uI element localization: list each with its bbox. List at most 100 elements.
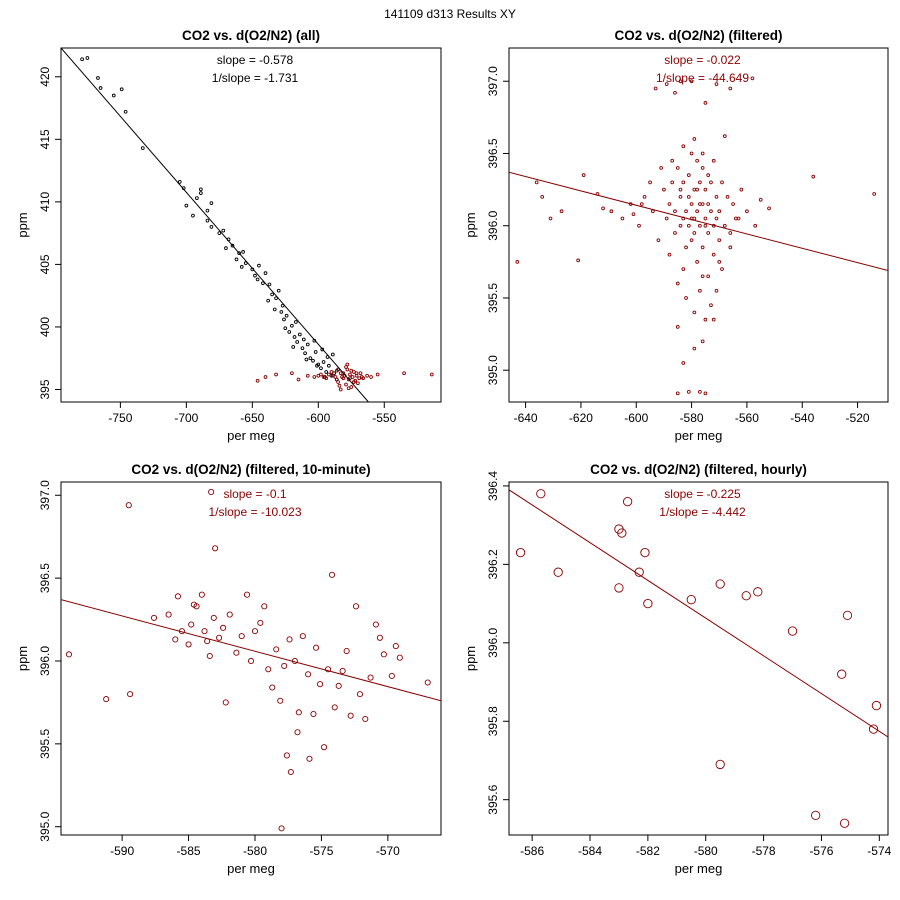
data-point-all bbox=[217, 231, 222, 235]
data-point-10-minute bbox=[328, 571, 336, 578]
data-point-filtered bbox=[739, 187, 744, 192]
data-point-10-minute bbox=[424, 679, 431, 686]
data-point-filtered bbox=[767, 206, 771, 211]
data-point-all bbox=[292, 335, 297, 339]
panel-title: CO2 vs. d(O2/N2) (filtered, 10-minute) bbox=[131, 462, 370, 477]
data-point-all bbox=[209, 201, 214, 205]
inverse-slope-annotation: 1/slope = -1.731 bbox=[212, 71, 299, 85]
data-point-filtered bbox=[714, 194, 719, 199]
y-tick-label: 405 bbox=[38, 254, 52, 274]
x-tick-label: -578 bbox=[752, 844, 776, 858]
data-point-filtered bbox=[642, 194, 647, 199]
data-point-10-minute bbox=[295, 709, 302, 716]
data-point-10-minute bbox=[313, 644, 320, 651]
data-point-10-minute bbox=[172, 636, 179, 643]
data-point-hourly bbox=[515, 547, 526, 558]
data-point-10-minute bbox=[372, 621, 379, 628]
data-point-all bbox=[230, 243, 235, 248]
data-point-filtered bbox=[728, 245, 733, 250]
data-point-all bbox=[300, 346, 305, 351]
data-point-filtered bbox=[711, 317, 716, 322]
data-point-filtered bbox=[341, 371, 346, 376]
data-point-filtered bbox=[601, 206, 605, 211]
data-point-filtered bbox=[811, 174, 816, 179]
data-point-filtered bbox=[722, 134, 727, 138]
data-point-filtered bbox=[700, 339, 705, 344]
data-point-filtered bbox=[356, 381, 360, 386]
data-point-hourly bbox=[614, 583, 624, 593]
data-point-10-minute bbox=[347, 712, 354, 719]
data-point-filtered bbox=[703, 317, 708, 322]
y-axis-label: ppm bbox=[463, 646, 478, 671]
slope-annotation: slope = -0.1 bbox=[223, 487, 286, 501]
data-point-all bbox=[276, 288, 281, 293]
data-point-10-minute bbox=[103, 696, 110, 703]
data-point-filtered bbox=[340, 375, 344, 379]
data-point-10-minute bbox=[343, 647, 350, 655]
data-point-all bbox=[305, 342, 310, 347]
y-tick-label: 395.5 bbox=[38, 729, 52, 759]
data-point-filtered bbox=[675, 281, 680, 286]
data-point-hourly bbox=[643, 598, 653, 609]
data-point-10-minute bbox=[127, 691, 134, 698]
data-point-filtered bbox=[681, 267, 686, 271]
data-point-filtered bbox=[686, 194, 691, 199]
y-tick-label: 410 bbox=[38, 192, 52, 212]
data-point-10-minute bbox=[238, 633, 245, 640]
data-point-filtered bbox=[352, 380, 356, 384]
data-point-all bbox=[308, 356, 313, 361]
x-tick-label: -586 bbox=[520, 844, 544, 858]
data-point-hourly bbox=[753, 587, 763, 597]
data-point-10-minute bbox=[352, 603, 360, 610]
data-point-all bbox=[209, 225, 214, 229]
data-point-10-minute bbox=[392, 643, 399, 650]
data-point-filtered bbox=[725, 194, 730, 199]
y-tick-label: 397.0 bbox=[486, 66, 500, 96]
panel-filtered: CO2 vs. d(O2/N2) (filtered) -640 -620 -600 -… bbox=[463, 28, 889, 443]
data-point-filtered bbox=[750, 76, 755, 81]
data-point-filtered bbox=[684, 245, 688, 250]
y-tick-label: 415 bbox=[38, 129, 52, 149]
data-point-filtered bbox=[689, 202, 694, 206]
data-point-filtered bbox=[675, 325, 680, 329]
data-point-all bbox=[80, 57, 84, 62]
panel-filtered-hourly: CO2 vs. d(O2/N2) (filtered, hourly) -586 -… bbox=[463, 462, 892, 876]
data-point-all bbox=[199, 191, 203, 195]
data-point-filtered bbox=[365, 373, 369, 378]
data-point-hourly bbox=[842, 610, 853, 621]
data-point-hourly bbox=[839, 818, 850, 828]
data-point-all bbox=[195, 196, 199, 200]
data-point-all bbox=[283, 326, 288, 331]
data-point-10-minute bbox=[216, 634, 223, 641]
data-point-10-minute bbox=[247, 657, 255, 665]
x-tick-label: -640 bbox=[514, 411, 538, 425]
plot-frame bbox=[60, 47, 442, 403]
plot-frame bbox=[508, 47, 889, 403]
data-point-filtered bbox=[336, 380, 340, 384]
data-point-all bbox=[291, 345, 296, 349]
data-point-filtered bbox=[609, 209, 614, 214]
data-point-filtered bbox=[758, 197, 763, 202]
x-tick-label: -600 bbox=[306, 411, 330, 425]
data-point-filtered bbox=[686, 223, 691, 228]
data-point-filtered bbox=[670, 180, 675, 185]
data-point-filtered bbox=[711, 252, 716, 257]
data-point-10-minute bbox=[396, 654, 403, 661]
data-point-filtered bbox=[659, 166, 664, 170]
data-point-filtered bbox=[348, 372, 352, 377]
panel-title: CO2 vs. d(O2/N2) (all) bbox=[182, 28, 320, 43]
data-point-hourly bbox=[837, 669, 847, 679]
data-point-10-minute bbox=[210, 614, 217, 621]
regression-line bbox=[61, 599, 441, 702]
data-point-hourly bbox=[868, 724, 879, 734]
data-point-filtered bbox=[358, 371, 363, 376]
y-tick-label: 395.0 bbox=[486, 355, 500, 385]
data-point-all bbox=[263, 271, 268, 276]
data-point-filtered bbox=[255, 378, 260, 383]
data-point-filtered bbox=[346, 386, 351, 391]
data-point-10-minute bbox=[339, 667, 346, 674]
data-point-filtered bbox=[673, 209, 677, 214]
data-point-all bbox=[319, 366, 323, 371]
data-point-all bbox=[313, 350, 318, 354]
